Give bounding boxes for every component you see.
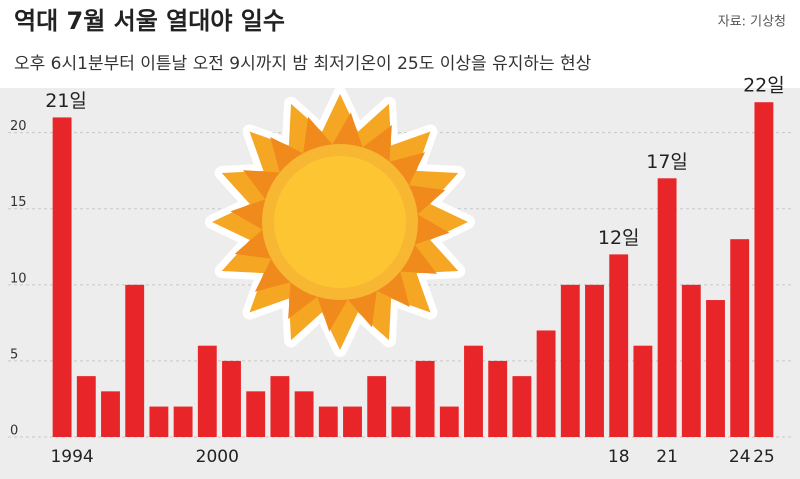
- sun-illustration: [205, 87, 475, 357]
- value-label: 17일: [646, 151, 688, 173]
- bar: [246, 391, 266, 437]
- source: 자료: 기상청: [718, 15, 786, 30]
- bar: [536, 330, 556, 437]
- bar: [681, 284, 701, 437]
- y-tick-label: 0: [10, 424, 18, 439]
- bar: [657, 178, 677, 437]
- sun-core: [274, 156, 406, 288]
- value-label: 22일: [743, 75, 785, 97]
- bar: [439, 406, 459, 437]
- chart-subtitle: 오후 6시1분부터 이튿날 오전 9시까지 밤 최저기온이 25도 이상을 유지…: [14, 54, 592, 74]
- y-tick-label: 5: [10, 347, 18, 362]
- bar: [197, 345, 217, 437]
- bar: [125, 284, 145, 437]
- x-tick-label: 1994: [50, 447, 93, 467]
- bar: [367, 376, 387, 437]
- bar: [76, 376, 96, 437]
- y-tick-label: 10: [10, 271, 27, 286]
- bar: [730, 239, 750, 437]
- y-tick-label: 20: [10, 119, 27, 134]
- y-tick-label: 15: [10, 195, 27, 210]
- value-label: 12일: [598, 227, 640, 249]
- bar: [464, 345, 483, 437]
- bar: [52, 117, 72, 437]
- x-tick-label: 18: [608, 447, 630, 467]
- x-tick-label: 21: [656, 447, 678, 467]
- bar: [270, 376, 290, 437]
- bar: [706, 300, 725, 437]
- bar: [101, 391, 120, 437]
- bar: [415, 360, 435, 437]
- bar: [173, 406, 193, 437]
- bar: [488, 360, 508, 437]
- bar: [633, 345, 653, 437]
- bar: [318, 406, 338, 437]
- bar: [343, 406, 362, 437]
- bar: [512, 376, 532, 437]
- bar: [609, 254, 629, 437]
- bar: [560, 284, 580, 437]
- bar: [585, 284, 604, 437]
- bar: [149, 406, 169, 437]
- bar: [391, 406, 411, 437]
- value-label: 21일: [45, 90, 87, 112]
- bar: [294, 391, 314, 437]
- x-tick-label: 2000: [196, 447, 239, 467]
- chart-title: 역대 7월 서울 열대야 일수: [14, 7, 285, 35]
- bar: [222, 360, 241, 437]
- bar: [754, 102, 774, 437]
- x-tick-label: 25: [753, 447, 775, 467]
- x-tick-label: 24: [729, 447, 751, 467]
